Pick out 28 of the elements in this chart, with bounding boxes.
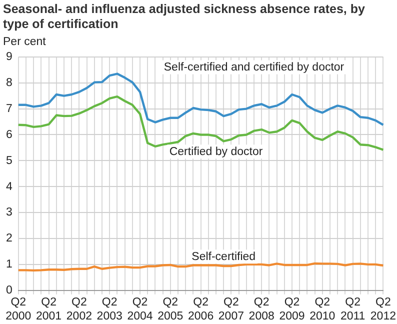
y-tick-label: 6	[6, 128, 12, 141]
y-tick-label: 4	[6, 180, 13, 193]
x-tick-label: Q2 2001	[36, 296, 62, 322]
y-tick-label: 9	[6, 51, 12, 64]
x-tick-label: Q2 2002	[66, 296, 92, 322]
x-tick-label: Q2 2012	[370, 296, 396, 322]
x-tick-label: Q2 2008	[248, 296, 274, 322]
y-axis-title: Per cent	[3, 36, 46, 48]
y-tick-label: 3	[6, 206, 12, 219]
x-tick-label: Q2 2011	[340, 296, 366, 322]
x-tick-label: Q2 2005	[158, 296, 184, 322]
y-tick-label: 1	[6, 258, 12, 271]
x-tick-label: Q2 2009	[279, 296, 305, 322]
y-tick-label: 7	[6, 102, 12, 115]
x-tick-label: Q2 2003	[96, 296, 122, 322]
chart-title: Seasonal- and influenza adjusted sickness absence rates, by type of certification	[3, 2, 366, 32]
y-tick-label: 0	[6, 284, 12, 297]
x-tick-label: Q2 2010	[310, 296, 336, 322]
y-tick-label: 8	[6, 77, 12, 90]
x-tick-label: Q2 2004	[127, 296, 154, 322]
series-label: Self-certified	[192, 250, 256, 263]
series-label: Certified by doctor	[169, 146, 263, 158]
x-tick-label: Q2 2007	[218, 296, 244, 322]
y-tick-label: 2	[6, 232, 12, 245]
y-tick-label: 5	[6, 154, 12, 167]
text: Self-certified and certified by doctor	[164, 61, 344, 74]
x-tick-label: Q2 2006	[188, 296, 214, 322]
x-tick-label: Q2 2000	[6, 296, 32, 322]
